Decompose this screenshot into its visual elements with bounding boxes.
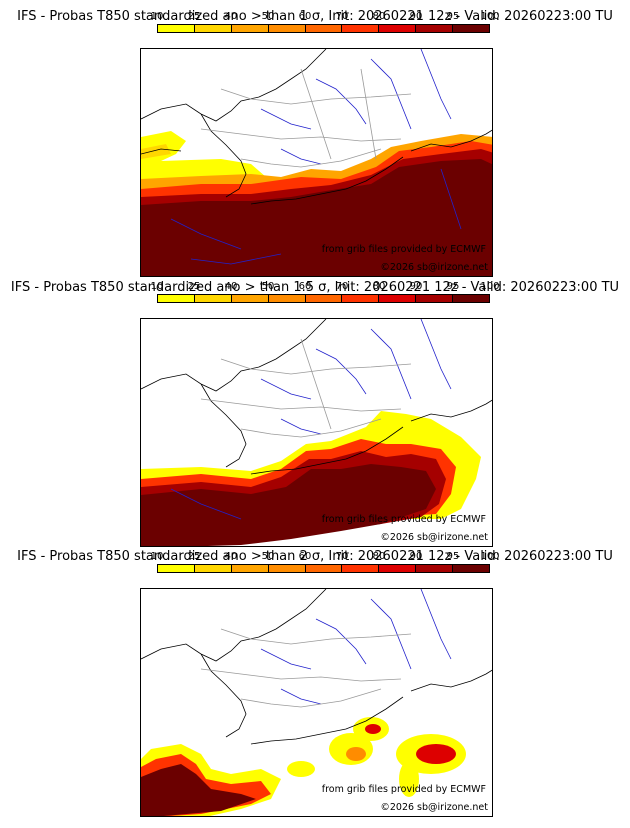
colorbar-segment (416, 25, 454, 32)
colorbar-segment (453, 295, 490, 302)
map-panel-2: IFS - Probas T850 standardized ano > tha… (0, 270, 630, 547)
coastline (141, 589, 492, 745)
colorbar-tick-label: 95 (446, 11, 460, 22)
colorbar-segment (379, 25, 417, 32)
probability-field (141, 717, 466, 816)
colorbar-segment (453, 25, 490, 32)
source-credit: from grib files provided by ECMWF (321, 784, 486, 795)
colorbar (157, 24, 490, 33)
colorbar (157, 564, 490, 573)
probability-map: from grib files provided by ECMWF ©2026 … (140, 318, 493, 547)
panel-title: IFS - Probas T850 standardized ano > tha… (10, 280, 620, 295)
coastline (141, 49, 492, 205)
colorbar-segment (416, 565, 454, 572)
colorbar-segment (305, 25, 343, 32)
colorbar-tick-label: 70 (335, 281, 349, 292)
colorbar-segment (342, 565, 380, 572)
colorbar-tick-label: 80 (372, 11, 386, 22)
colorbar-segment (194, 565, 232, 572)
probability-map: from grib files provided by ECMWF ©2026 … (140, 588, 493, 817)
colorbar-tick-label: 95 (446, 281, 460, 292)
probability-field (141, 411, 481, 546)
colorbar-segment (231, 25, 269, 32)
colorbar-segment (158, 25, 195, 32)
colorbar-tick-label: 70 (335, 11, 349, 22)
probability-map: from grib files provided by ECMWF ©2026 … (140, 48, 493, 277)
colorbar-tick-label: 10 (150, 551, 164, 562)
colorbar-tick-label: 90 (409, 281, 423, 292)
map-panel-1: IFS - Probas T850 standardized ano > tha… (0, 0, 630, 277)
colorbar-segment (416, 295, 454, 302)
colorbar-tick-label: 60 (298, 551, 312, 562)
colorbar-tick-label: 100 (480, 11, 500, 22)
colorbar-tick-label: 40 (224, 551, 238, 562)
colorbar-tick-label: 40 (224, 11, 238, 22)
colorbar-tick-label: 50 (261, 281, 275, 292)
admin-borders (200, 628, 412, 708)
colorbar-tick-label: 60 (298, 11, 312, 22)
panel-title: IFS - Probas T850 standardized ano > tha… (17, 549, 613, 564)
colorbar-segment (268, 295, 306, 302)
colorbar-segment (158, 295, 195, 302)
colorbar-tick-label: 100 (480, 281, 500, 292)
colorbar-segment (379, 295, 417, 302)
colorbar-tick-label: 40 (224, 281, 238, 292)
colorbar-tick-label: 90 (409, 11, 423, 22)
colorbar-tick-label: 100 (480, 551, 500, 562)
admin-borders (200, 338, 412, 438)
rivers (170, 319, 452, 520)
colorbar-segment (453, 565, 490, 572)
panel-title: IFS - Probas T850 standardized ano > tha… (17, 9, 613, 24)
colorbar-tick-label: 50 (261, 551, 275, 562)
colorbar-segment (305, 565, 343, 572)
colorbar-tick-label: 90 (409, 551, 423, 562)
colorbar-segment (231, 565, 269, 572)
probability-field (141, 131, 492, 276)
copyright-credit: ©2026 sb@irizone.net (380, 262, 488, 273)
colorbar-segment (342, 295, 380, 302)
colorbar-segment (379, 565, 417, 572)
colorbar-segment (268, 25, 306, 32)
colorbar-tick-label: 25 (187, 551, 201, 562)
colorbar (157, 294, 490, 303)
colorbar-segment (305, 295, 343, 302)
colorbar-ticks: 10 25 40 50 60 70 80 90 95 100 (151, 11, 500, 23)
colorbar-segment (231, 295, 269, 302)
colorbar-tick-label: 70 (335, 551, 349, 562)
colorbar-segment (194, 25, 232, 32)
map-panel-3: IFS - Probas T850 standardized ano > tha… (0, 540, 630, 817)
colorbar-tick-label: 25 (187, 281, 201, 292)
colorbar-tick-label: 50 (261, 11, 275, 22)
colorbar-tick-label: 10 (150, 281, 164, 292)
source-credit: from grib files provided by ECMWF (321, 514, 486, 525)
rivers (260, 589, 452, 705)
coastline (141, 319, 492, 475)
colorbar-segment (194, 295, 232, 302)
colorbar-segment (158, 565, 195, 572)
rivers (170, 49, 462, 265)
source-credit: from grib files provided by ECMWF (321, 244, 486, 255)
colorbar-tick-label: 10 (150, 11, 164, 22)
colorbar-tick-label: 80 (372, 551, 386, 562)
admin-borders (200, 68, 412, 168)
colorbar-segment (268, 565, 306, 572)
colorbar-ticks: 10 25 40 50 60 70 80 90 95 100 (151, 551, 500, 563)
colorbar-tick-label: 80 (372, 281, 386, 292)
colorbar-tick-label: 95 (446, 551, 460, 562)
copyright-credit: ©2026 sb@irizone.net (380, 802, 488, 813)
copyright-credit: ©2026 sb@irizone.net (380, 532, 488, 543)
colorbar-tick-label: 25 (187, 11, 201, 22)
colorbar-tick-label: 60 (298, 281, 312, 292)
colorbar-segment (342, 25, 380, 32)
colorbar-ticks: 10 25 40 50 60 70 80 90 95 100 (151, 281, 500, 293)
